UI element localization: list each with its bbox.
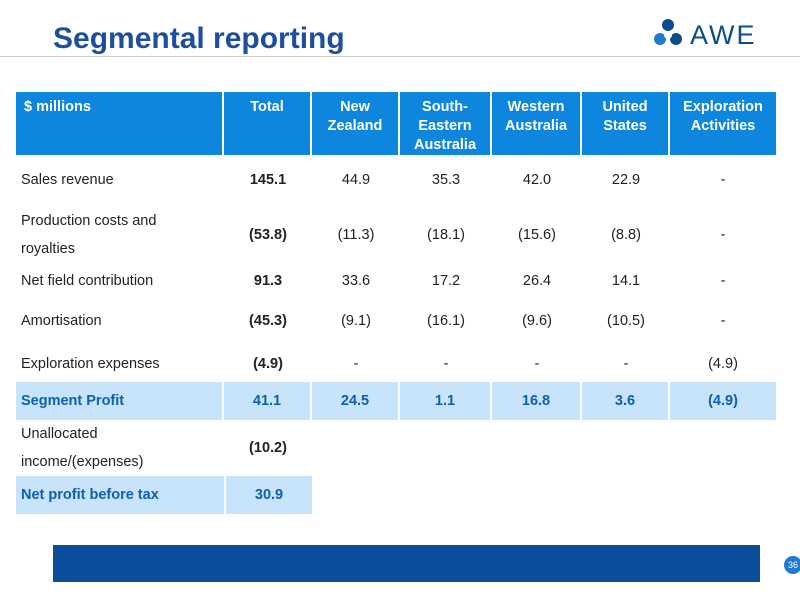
header-western-australia: Western Australia [492, 92, 582, 155]
cell-western-australia: (9.6) [522, 313, 552, 329]
table-row-production-costs: Production costs and royalties (53.8) (11… [16, 205, 776, 265]
cell-south-eastern-australia: - [443, 355, 449, 372]
cell-south-eastern-australia: 1.1 [400, 382, 492, 420]
cell-united-states: 14.1 [611, 273, 641, 289]
cell-south-eastern-australia: (18.1) [427, 227, 465, 243]
cell-exploration: (4.9) [670, 382, 776, 420]
cell-exploration: (4.9) [708, 355, 738, 372]
cell-exploration: - [720, 313, 726, 329]
row-label: Amortisation [21, 313, 102, 329]
cell-united-states: (10.5) [607, 313, 645, 329]
header-new-zealand: New Zealand [312, 92, 400, 155]
cell-total: (10.2) [249, 440, 287, 456]
header-south-eastern-australia: South- Eastern Australia [400, 92, 492, 155]
cell-south-eastern-australia: 35.3 [431, 172, 461, 188]
row-label: Unallocated income/(expenses) [21, 426, 144, 470]
table-row-amortisation: Amortisation (45.3) (9.1) (16.1) (9.6) (… [16, 297, 776, 345]
row-label: Sales revenue [21, 172, 114, 188]
footer-bar [53, 545, 760, 582]
awe-logo-icon [654, 19, 682, 45]
cell-south-eastern-australia: (16.1) [427, 313, 465, 329]
cell-new-zealand: 33.6 [341, 273, 371, 289]
table-header-row: $ millions Total New Zealand South- Easter… [16, 92, 776, 155]
cell-exploration: - [720, 273, 726, 289]
cell-western-australia: 26.4 [522, 273, 552, 289]
cell-new-zealand: 44.9 [341, 172, 371, 188]
table-row-sales-revenue: Sales revenue 145.1 44.9 35.3 42.0 22.9 … [16, 155, 776, 205]
row-label: Production costs and royalties [21, 213, 157, 257]
cell-new-zealand: (11.3) [337, 227, 375, 243]
cell-new-zealand: 24.5 [312, 382, 400, 420]
cell-total: (45.3) [249, 313, 287, 329]
cell-south-eastern-australia: 17.2 [431, 273, 461, 289]
title-divider [0, 56, 800, 57]
segment-table: $ millions Total New Zealand South- Easter… [16, 92, 776, 514]
header-united-states: United States [582, 92, 670, 155]
row-label: Exploration expenses [21, 355, 160, 372]
cell-united-states: 3.6 [582, 382, 670, 420]
cell-new-zealand: (9.1) [341, 313, 371, 329]
cell-total: (53.8) [249, 227, 287, 243]
cell-exploration: - [720, 227, 726, 243]
table-row-net-profit: Net profit before tax 30.9 [16, 476, 776, 514]
cell-united-states: (8.8) [611, 227, 641, 243]
cell-western-australia: (15.6) [518, 227, 556, 243]
cell-total: 145.1 [249, 172, 287, 188]
cell-western-australia: - [534, 355, 540, 372]
cell-western-australia: 42.0 [522, 172, 552, 188]
page-title: Segmental reporting [53, 22, 345, 55]
cell-total: (4.9) [253, 355, 283, 372]
cell-exploration: - [720, 172, 726, 188]
table-row-net-field-contribution: Net field contribution 91.3 33.6 17.2 26… [16, 265, 776, 297]
table-row-unallocated: Unallocated income/(expenses) (10.2) [16, 420, 776, 476]
logo-text: AWE [690, 20, 757, 50]
company-logo: AWE [652, 14, 762, 54]
table-row-exploration-expenses: Exploration expenses (4.9) - - - - (4.9) [16, 345, 776, 382]
cell-total: 41.1 [224, 382, 312, 420]
cell-total: 91.3 [253, 273, 283, 289]
page-number: 36 [784, 556, 800, 574]
header-units: $ millions [16, 92, 224, 155]
header-total: Total [224, 92, 312, 155]
row-label: Segment Profit [16, 382, 224, 420]
cell-united-states: - [623, 355, 629, 372]
row-label: Net profit before tax [16, 476, 224, 514]
cell-united-states: 22.9 [611, 172, 641, 188]
cell-total: 30.9 [224, 476, 312, 514]
cell-new-zealand: - [353, 355, 359, 372]
cell-western-australia: 16.8 [492, 382, 582, 420]
header-exploration-activities: Exploration Activities [670, 92, 776, 155]
table-row-segment-profit: Segment Profit 41.1 24.5 1.1 16.8 3.6 (4… [16, 382, 776, 420]
row-label: Net field contribution [21, 273, 154, 289]
